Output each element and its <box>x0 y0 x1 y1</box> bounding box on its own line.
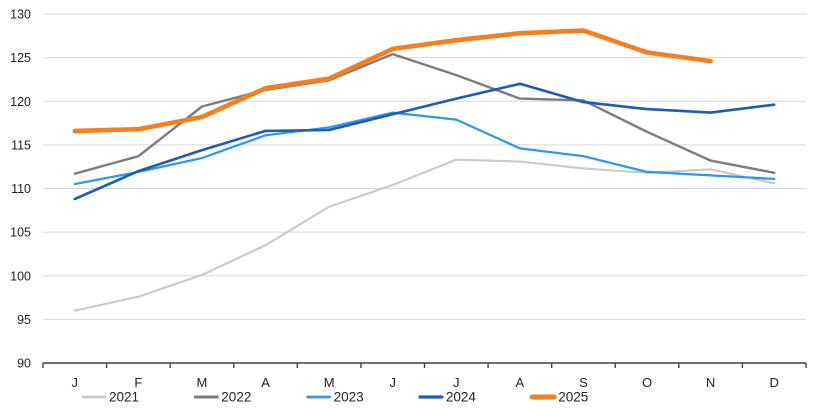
series-line-2022 <box>73 52 776 175</box>
y-tick-label: 130 <box>10 8 31 22</box>
series-line-2025 <box>72 28 713 134</box>
x-tick-label: S <box>579 375 588 390</box>
legend-label-2025: 2025 <box>558 390 588 405</box>
y-tick-label: 125 <box>10 51 31 65</box>
x-tick-label: D <box>770 375 779 390</box>
x-tick-label: M <box>324 375 335 390</box>
x-tick-label: A <box>261 375 270 390</box>
y-tick-label: 100 <box>10 269 31 283</box>
x-tick-label: J <box>389 375 396 390</box>
y-tick-label: 90 <box>17 357 31 371</box>
x-tick-label: F <box>134 375 142 390</box>
x-tick-label: J <box>453 375 460 390</box>
legend-label-2024: 2024 <box>446 390 477 405</box>
legend-label-2023: 2023 <box>334 390 364 405</box>
x-tick-label: J <box>72 375 79 390</box>
x-tick-label: A <box>516 375 525 390</box>
legend-label-2021: 2021 <box>109 390 139 405</box>
x-tick-label: O <box>642 375 652 390</box>
x-tick-label: N <box>706 375 715 390</box>
y-tick-label: 120 <box>10 95 31 109</box>
series-line-2024 <box>73 82 776 201</box>
y-tick-label: 110 <box>11 182 31 196</box>
legend-label-2022: 2022 <box>221 390 251 405</box>
y-tick-label: 105 <box>10 226 31 240</box>
y-tick-label: 95 <box>17 313 31 327</box>
x-tick-label: M <box>197 375 208 390</box>
series-line-2021 <box>73 158 776 312</box>
y-tick-label: 115 <box>11 138 31 152</box>
series-line-2023 <box>73 111 776 186</box>
